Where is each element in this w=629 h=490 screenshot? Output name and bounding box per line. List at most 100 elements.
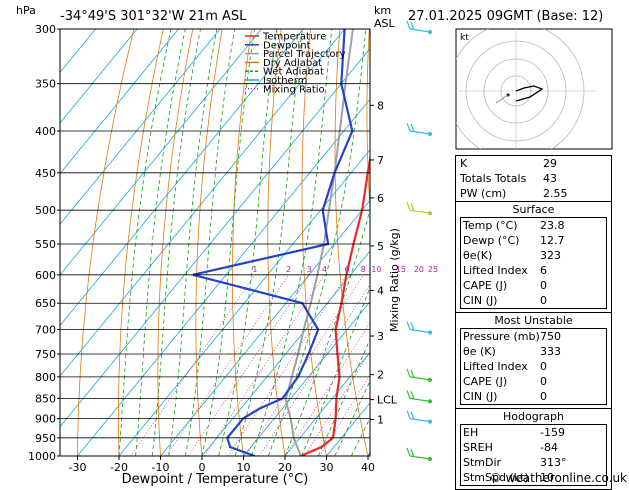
pressure-tick-label: 300: [35, 23, 56, 36]
temperature-tick-label: 40: [361, 461, 375, 474]
height-tick-label: 4: [377, 284, 384, 297]
wind-barb: [407, 322, 432, 335]
stat-value: 29: [543, 156, 607, 171]
mixing-ratio-label: 6: [344, 265, 349, 274]
stat-row: Totals Totals 43: [456, 171, 611, 186]
hodograph-unit: kt: [460, 33, 469, 43]
mixing-ratio-label: 2: [286, 265, 291, 274]
pressure-tick-label: 350: [35, 78, 56, 91]
stat-label: Lifted Index: [463, 359, 528, 374]
wind-barb: [407, 123, 432, 136]
dry-adiabat-line: [335, 29, 368, 456]
stat-value: 0: [540, 389, 604, 404]
stat-value: 750: [540, 329, 604, 344]
stat-value: 10: [540, 470, 604, 485]
height-tick-label: 3: [377, 330, 384, 343]
stat-row: CAPE (J) 0: [461, 374, 606, 389]
mixing-ratio-label: 20: [414, 265, 424, 274]
height-tick-label: 8: [377, 99, 384, 112]
wet-adiabat-line: [185, 29, 234, 456]
pressure-tick-label: 700: [35, 324, 56, 337]
mixing-ratio-line: [166, 275, 288, 456]
stat-value: -84: [540, 440, 604, 455]
wind-barb: [407, 202, 432, 215]
stat-label: SREH: [463, 440, 493, 455]
pressure-tick-label: 600: [35, 269, 56, 282]
stat-value: 0: [540, 374, 604, 389]
temperature-tick-label: 30: [320, 461, 334, 474]
dry-adiabat-line: [158, 29, 193, 456]
stat-label: Lifted Index: [463, 263, 528, 278]
datetime-title: 27.01.2025 09GMT (Base: 12): [408, 9, 603, 24]
dry-adiabat-line: [78, 29, 134, 456]
stat-value: -159: [540, 425, 604, 440]
hodo-stats-title: Hodograph: [456, 409, 611, 424]
wind-barb: [407, 411, 432, 424]
stat-label: Pressure (mb): [463, 329, 540, 344]
height-tick-label: 5: [377, 240, 384, 253]
unstable-title: Most Unstable: [456, 313, 611, 328]
pressure-tick-label: 850: [35, 392, 56, 405]
stat-row: θe(K) 323: [461, 248, 606, 263]
isotherm-line: [36, 29, 386, 456]
stat-value: 6: [540, 263, 604, 278]
wet-adiabat-line: [136, 29, 186, 456]
pressure-tick-label: 400: [35, 125, 56, 138]
stat-label: K: [460, 156, 467, 171]
stat-value: 323: [540, 248, 604, 263]
wind-barb: [407, 448, 432, 461]
x-axis-label: Dewpoint / Temperature (°C): [122, 472, 309, 486]
surface-title: Surface: [456, 202, 611, 217]
mixing-ratio-label: 10: [371, 265, 381, 274]
stat-label: Dewp (°C): [463, 233, 519, 248]
stat-label: CIN (J): [463, 293, 497, 308]
isotherm-line: [0, 29, 220, 456]
stat-value: 12.7: [540, 233, 604, 248]
pressure-tick-label: 650: [35, 297, 56, 310]
pressure-tick-label: 750: [35, 348, 56, 361]
stat-row: CIN (J)0: [461, 389, 606, 404]
stat-label: StmSpd (kt): [463, 470, 529, 485]
wet-adiabat-line: [202, 29, 255, 456]
stat-label: θe (K): [463, 344, 496, 359]
stat-row: PW (cm)2.55: [456, 186, 611, 201]
stat-label: CAPE (J): [463, 278, 507, 293]
height-tick-label: 6: [377, 192, 384, 205]
pressure-tick-label: 1000: [28, 450, 56, 463]
mixing-ratio-label: 8: [361, 265, 366, 274]
mixing-ratio-line: [205, 275, 325, 456]
dry-adiabat-line: [233, 29, 252, 456]
stat-value: 23.8: [540, 218, 604, 233]
stat-label: θe(K): [463, 248, 492, 263]
stat-row: CIN (J) 0: [461, 293, 606, 308]
location-title: -34°49'S 301°32'W 21m ASL: [60, 9, 247, 24]
stat-value: 2.55: [543, 186, 607, 201]
wind-barb: [407, 369, 432, 382]
legend-item: Mixing Ratio: [245, 84, 325, 95]
stat-label: StmDir: [463, 455, 501, 470]
mixing-ratio-label: 1: [252, 265, 257, 274]
pressure-tick-label: 550: [35, 238, 56, 251]
stat-value: 43: [543, 171, 607, 186]
stat-row: Pressure (mb)750: [461, 329, 606, 344]
stat-row: θe (K)333: [461, 344, 606, 359]
pressure-tick-label: 800: [35, 371, 56, 384]
stat-value: 0: [540, 293, 604, 308]
stat-label: EH: [463, 425, 478, 440]
stat-label: Totals Totals: [460, 171, 526, 186]
pressure-tick-label: 450: [35, 167, 56, 180]
pressure-tick-label: 950: [35, 432, 56, 445]
stat-label: CAPE (J): [463, 374, 507, 389]
height-tick-label: LCL: [377, 394, 398, 407]
stat-value: 0: [540, 278, 604, 293]
height-tick-label: 2: [377, 369, 384, 382]
temperature-tick-label: -30: [69, 461, 87, 474]
mixing-ratio-label: 3: [307, 265, 312, 274]
stat-label: Temp (°C): [463, 218, 518, 233]
stat-row: Lifted Index 6: [461, 263, 606, 278]
mixing-ratio-line: [320, 275, 433, 456]
